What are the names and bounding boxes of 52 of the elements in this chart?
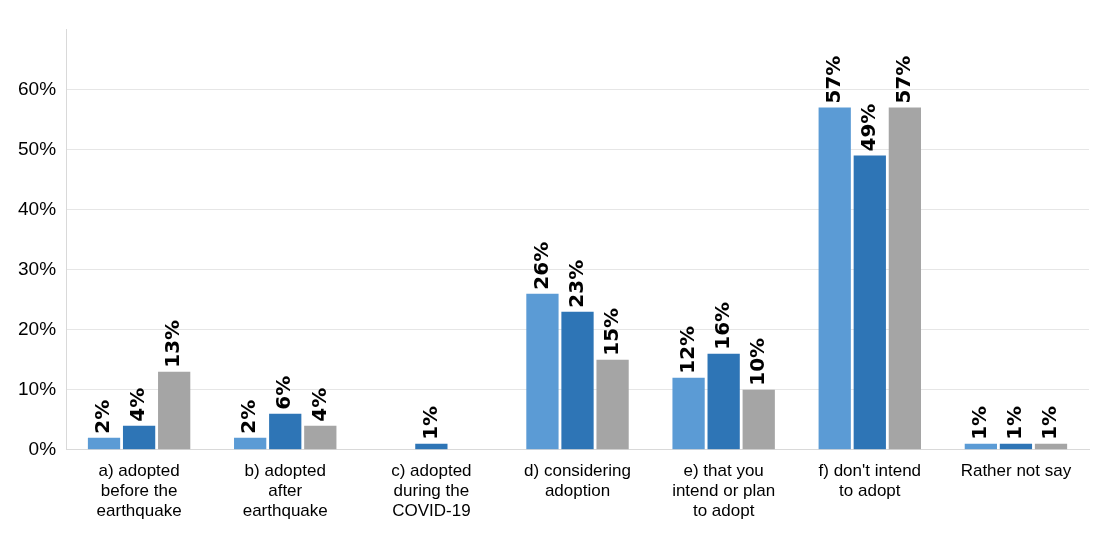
bar [707, 353, 740, 450]
bar [818, 107, 851, 450]
data-label: 1% [417, 405, 442, 440]
y-tick-label: 50% [18, 137, 57, 159]
data-label: 13% [160, 319, 185, 368]
y-tick-label: 20% [18, 317, 57, 339]
data-label: 15% [598, 307, 623, 356]
data-label: 2% [90, 399, 115, 434]
bar [1034, 443, 1068, 450]
y-tick-label: 40% [18, 197, 57, 219]
data-label: 57% [891, 55, 916, 104]
bar [234, 437, 267, 450]
data-label: 12% [674, 325, 699, 374]
data-label: 2% [236, 399, 261, 434]
data-label: 16% [709, 301, 734, 350]
bar [87, 437, 121, 450]
data-label: 6% [271, 375, 296, 410]
y-tick-label: 10% [18, 377, 57, 399]
data-label: 10% [744, 337, 769, 386]
y-tick-label: 0% [28, 438, 57, 460]
x-tick-label: e) that you intend or plan to adopt [672, 460, 776, 521]
bar [122, 425, 156, 450]
bar [742, 389, 775, 450]
y-tick-label: 30% [18, 257, 57, 279]
x-tick-label: d) considering adoption [524, 460, 631, 501]
bar [415, 443, 448, 450]
data-label: 23% [563, 259, 588, 308]
data-label: 4% [306, 387, 331, 422]
x-tick-label: Rather not say [960, 460, 1072, 480]
data-label: 1% [1002, 405, 1027, 440]
x-tick-label: b) adopted after earthquake [242, 460, 328, 521]
bar [888, 107, 921, 450]
data-label: 57% [820, 55, 845, 104]
data-label: 1% [967, 405, 992, 440]
y-tick-label: 60% [18, 77, 57, 99]
bar [269, 413, 302, 450]
data-label: 4% [125, 387, 150, 422]
bar [964, 443, 997, 450]
data-label: 1% [1037, 405, 1062, 440]
bar [561, 311, 594, 450]
bar [596, 359, 629, 450]
bar [304, 425, 337, 450]
data-label: 26% [528, 241, 553, 290]
bar [158, 371, 191, 450]
bar [672, 377, 705, 450]
bar [999, 443, 1033, 450]
x-tick-label: c) adopted during the COVID-19 [391, 460, 472, 521]
x-tick-label: f) don't intend to adopt [818, 460, 922, 501]
x-tick-label: a) adopted before the earthquake [96, 460, 182, 521]
data-label: 49% [855, 103, 880, 152]
bar [526, 293, 559, 450]
bar [853, 155, 886, 450]
